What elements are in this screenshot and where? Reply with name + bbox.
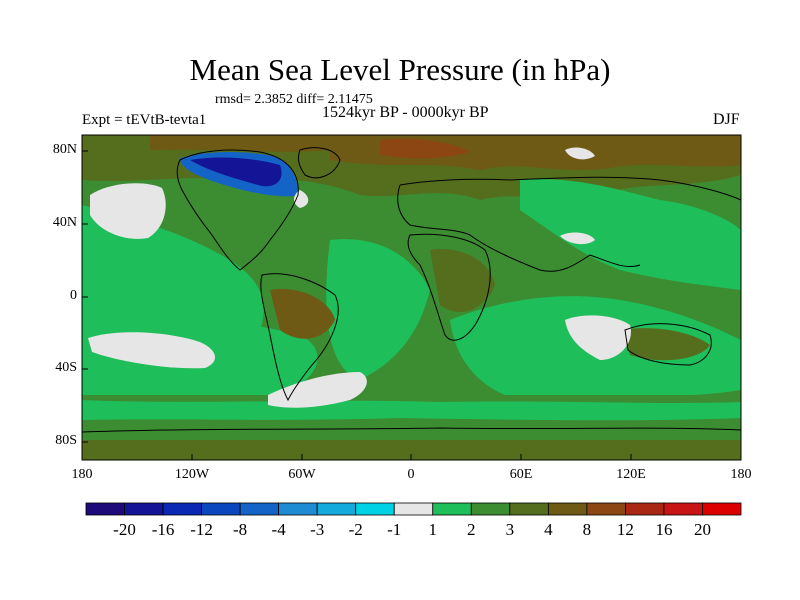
- colorbar-label: -8: [233, 520, 248, 539]
- season-label: DJF: [713, 111, 740, 128]
- colorbar-label: 1: [428, 520, 438, 539]
- colorbar-box: [509, 502, 549, 516]
- coast-north-america: [176, 149, 299, 271]
- colorbar-box: [393, 502, 434, 516]
- colorbar-label: -12: [190, 520, 213, 539]
- field-npacific-low: [90, 183, 166, 239]
- field-arctic-dark-blue: [190, 157, 282, 187]
- colorbar-box: [355, 502, 395, 516]
- x-tick-0: 0: [407, 467, 415, 482]
- y-tick-40s: 40S: [55, 360, 77, 375]
- colorbar-label: 3: [505, 520, 515, 539]
- colorbar-box: [432, 502, 472, 516]
- colorbar-label: -4: [271, 520, 286, 539]
- colorbar-box: [278, 502, 318, 516]
- period-label: 1524kyr BP - 0000kyr BP: [322, 104, 489, 121]
- field-spacific-zone: [88, 332, 216, 369]
- field-southern-green-band: [82, 400, 741, 421]
- colorbar-box: [316, 502, 357, 516]
- field-antarctic-brown: [82, 440, 741, 460]
- field-australia-patch: [620, 328, 710, 361]
- colorbar-box: [663, 502, 703, 516]
- y-tick-40n: 40N: [52, 215, 77, 230]
- colorbar-box: [201, 502, 241, 516]
- coastlines: [82, 147, 741, 433]
- colorbar-box: [586, 502, 626, 516]
- stats-text: rmsd= 2.3852 diff= 2.11475: [215, 92, 373, 107]
- axis-ticks: [81, 150, 742, 460]
- colorbar-box: [162, 502, 202, 516]
- coast-antarctica: [82, 427, 741, 433]
- colorbar-box: [85, 502, 125, 516]
- coast-south-america: [260, 273, 339, 402]
- colorbar-label: 2: [467, 520, 476, 539]
- colorbar-label: 4: [544, 520, 553, 539]
- y-tick-80s: 80S: [55, 433, 77, 448]
- colorbar-label: 20: [693, 520, 711, 539]
- colorbar-label: -3: [310, 520, 325, 539]
- x-tick-180w: 180: [71, 467, 93, 482]
- field-north-red: [380, 138, 470, 159]
- coast-africa: [407, 233, 491, 341]
- field-satlantic-zone: [268, 372, 367, 408]
- x-tick-120e: 120E: [616, 467, 646, 482]
- colorbar-label: -2: [348, 520, 363, 539]
- colorbar-box: [547, 502, 588, 516]
- field-sa-patch: [270, 289, 335, 339]
- field-atlantic-green: [326, 239, 430, 380]
- colorbar-label: -1: [387, 520, 402, 539]
- colorbar-box: [470, 502, 511, 516]
- field-asia-green: [520, 179, 741, 290]
- colorbar: [85, 502, 742, 516]
- colorbar-label: 8: [582, 520, 592, 539]
- field-indian-zone: [565, 315, 631, 360]
- field-africa-patch: [430, 249, 495, 313]
- colorbar-label: 16: [655, 520, 673, 539]
- x-tick-180e: 180: [730, 467, 752, 482]
- coast-eurasia: [397, 176, 741, 272]
- coast-australia: [624, 323, 712, 366]
- x-tick-60e: 60E: [509, 467, 533, 482]
- colorbar-label: -16: [151, 520, 175, 539]
- field-siberia-grey: [565, 147, 595, 160]
- field-asia-zone: [560, 232, 595, 245]
- colorbar-box: [124, 502, 164, 516]
- colorbar-box: [702, 502, 742, 516]
- colorbar-label: -20: [113, 520, 136, 539]
- colorbar-box: [625, 502, 665, 516]
- x-tick-60w: 60W: [288, 467, 316, 482]
- colorbar-label: 12: [616, 520, 634, 539]
- y-tick-80n: 80N: [52, 142, 77, 157]
- coast-greenland: [297, 147, 341, 179]
- map-field: [82, 135, 741, 460]
- x-tick-120w: 120W: [174, 467, 210, 482]
- map-title: Mean Sea Level Pressure (in hPa): [189, 52, 611, 87]
- y-tick-0: 0: [70, 288, 77, 303]
- field-arctic-brown: [150, 135, 330, 152]
- experiment-label: Expt = tEVtB-tevta1: [82, 112, 207, 128]
- colorbar-box: [239, 502, 280, 516]
